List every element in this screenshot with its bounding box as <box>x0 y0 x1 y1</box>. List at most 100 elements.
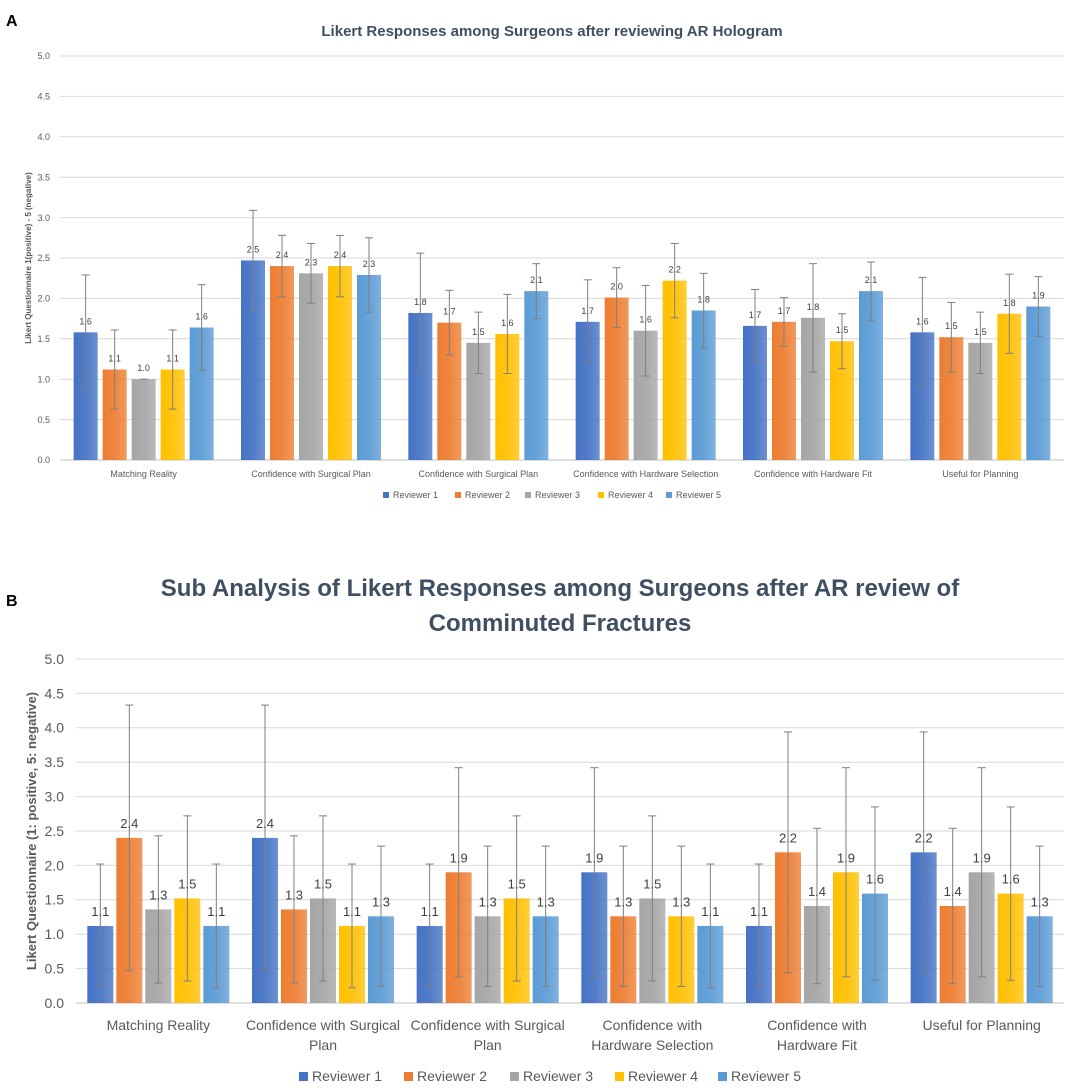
x-tick-label: Matching Reality <box>110 469 177 479</box>
data-label: 1.1 <box>166 354 179 364</box>
x-tick-label: Plan <box>309 1037 337 1053</box>
data-label: 1.5 <box>974 327 987 337</box>
data-label: 2.1 <box>865 275 878 285</box>
data-label: 1.5 <box>472 327 485 337</box>
data-label: 1.3 <box>614 894 632 909</box>
y-axis-label: Likert Questionnaire (1: positive, 5: ne… <box>24 692 39 970</box>
bar <box>270 266 294 460</box>
data-label: 1.5 <box>178 876 196 891</box>
data-label: 1.6 <box>195 311 208 321</box>
data-label: 1.7 <box>778 306 791 316</box>
y-tick-label: 3.5 <box>45 754 65 770</box>
data-label: 1.4 <box>944 884 962 899</box>
y-tick-label: 5.0 <box>37 51 50 61</box>
y-tick-label: 0.5 <box>45 961 65 977</box>
data-label: 1.9 <box>450 850 468 865</box>
legend-swatch <box>525 492 531 498</box>
data-label: 1.9 <box>973 850 991 865</box>
legend-swatch <box>666 492 672 498</box>
y-tick-label: 0.0 <box>45 995 65 1011</box>
x-tick-label: Matching Reality <box>107 1017 211 1033</box>
x-tick-label: Plan <box>474 1037 502 1053</box>
y-tick-label: 3.0 <box>45 789 65 805</box>
legend-swatch <box>299 1072 308 1081</box>
x-tick-label: Useful for Planning <box>942 469 1018 479</box>
panel-label-a: A <box>6 13 18 30</box>
y-tick-label: 5.0 <box>45 651 65 667</box>
data-label: 1.8 <box>807 302 820 312</box>
data-label: 1.6 <box>639 315 652 325</box>
data-label: 2.4 <box>276 250 289 260</box>
data-label: 1.6 <box>501 318 514 328</box>
y-tick-label: 1.0 <box>37 374 50 384</box>
chart-title: Comminuted Fractures <box>429 610 692 637</box>
data-label: 1.3 <box>372 894 390 909</box>
bar <box>524 291 549 460</box>
y-axis-label: Likert Questionnaire 1(positive) - 5 (ne… <box>24 172 33 344</box>
legend-label: Reviewer 1 <box>312 1068 382 1084</box>
data-label: 1.5 <box>643 876 661 891</box>
data-label: 1.8 <box>1003 298 1016 308</box>
data-label: 2.0 <box>610 282 623 292</box>
data-label: 1.9 <box>585 850 603 865</box>
data-label: 1.3 <box>672 894 690 909</box>
y-tick-label: 2.5 <box>37 253 50 263</box>
bar <box>328 266 352 460</box>
data-label: 2.3 <box>305 257 318 267</box>
legend-label: Reviewer 5 <box>731 1068 801 1084</box>
legend-swatch <box>615 1072 624 1081</box>
data-label: 1.1 <box>108 354 121 364</box>
legend-label: Reviewer 2 <box>417 1068 487 1084</box>
data-label: 2.1 <box>530 275 543 285</box>
data-label: 1.6 <box>79 316 92 326</box>
data-label: 1.1 <box>701 904 719 919</box>
data-label: 1.6 <box>1002 872 1020 887</box>
y-tick-label: 3.5 <box>37 172 50 182</box>
y-tick-label: 2.5 <box>45 823 65 839</box>
y-tick-label: 1.5 <box>37 334 50 344</box>
y-tick-label: 1.0 <box>45 926 65 942</box>
data-label: 1.5 <box>836 325 849 335</box>
data-label: 1.9 <box>1032 290 1045 300</box>
x-tick-label: Confidence with Surgical <box>246 1017 400 1033</box>
chart-title: Likert Responses among Surgeons after re… <box>321 23 782 40</box>
data-label: 1.1 <box>343 904 361 919</box>
data-label: 1.1 <box>207 904 225 919</box>
y-tick-label: 3.0 <box>37 213 50 223</box>
x-tick-label: Useful for Planning <box>923 1017 1041 1033</box>
data-label: 1.3 <box>479 894 497 909</box>
y-tick-label: 4.5 <box>37 92 50 102</box>
data-label: 1.3 <box>285 887 303 902</box>
legend-label: Reviewer 4 <box>608 490 653 500</box>
data-label: 2.4 <box>256 816 274 831</box>
data-label: 1.7 <box>749 310 762 320</box>
data-label: 1.0 <box>137 363 150 373</box>
data-label: 2.2 <box>779 830 797 845</box>
chart-a: Likert Responses among Surgeons after re… <box>24 23 1064 500</box>
x-tick-label: Confidence with Hardware Selection <box>573 469 718 479</box>
data-label: 1.3 <box>149 887 167 902</box>
y-tick-label: 4.0 <box>37 132 50 142</box>
legend-label: Reviewer 4 <box>628 1068 698 1084</box>
chart-b: Sub Analysis of Likert Responses among S… <box>24 575 1064 1084</box>
legend-swatch <box>383 492 389 498</box>
x-tick-label: Confidence with <box>603 1017 703 1033</box>
y-tick-label: 4.0 <box>45 720 65 736</box>
x-tick-label: Hardware Fit <box>777 1037 857 1053</box>
data-label: 1.8 <box>414 297 427 307</box>
data-label: 1.4 <box>808 884 826 899</box>
x-tick-label: Confidence with Surgical Plan <box>419 469 539 479</box>
legend-label: Reviewer 5 <box>676 490 721 500</box>
x-tick-label: Confidence with Surgical Plan <box>251 469 371 479</box>
x-tick-label: Hardware Selection <box>591 1037 713 1053</box>
data-label: 1.7 <box>443 307 456 317</box>
chart-title: Sub Analysis of Likert Responses among S… <box>161 575 960 602</box>
data-label: 1.9 <box>837 850 855 865</box>
data-label: 1.7 <box>581 306 594 316</box>
legend-label: Reviewer 3 <box>523 1068 593 1084</box>
legend-swatch <box>718 1072 727 1081</box>
data-label: 1.5 <box>508 876 526 891</box>
y-tick-label: 1.5 <box>45 892 65 908</box>
data-label: 1.1 <box>421 904 439 919</box>
